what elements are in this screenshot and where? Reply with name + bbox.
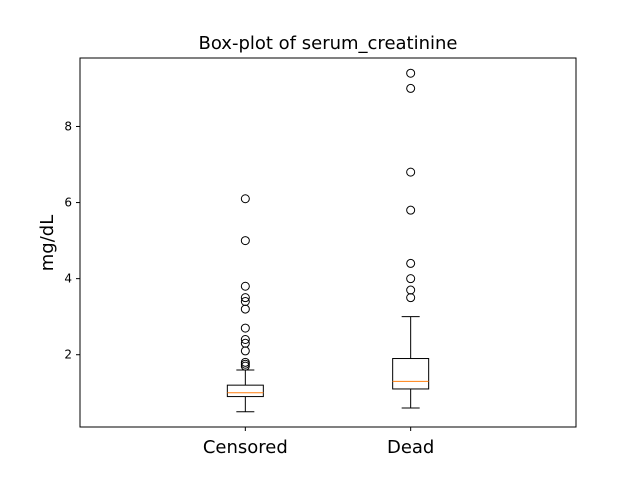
outlier-point — [406, 274, 416, 284]
outlier-point — [406, 285, 416, 295]
outlier-point — [240, 359, 250, 369]
y-tick-label: 8 — [64, 119, 72, 133]
outlier-point — [240, 236, 250, 246]
x-tick-label: Censored — [203, 437, 288, 458]
outlier-point — [240, 338, 250, 348]
outlier-point — [240, 281, 250, 291]
outlier-point — [406, 68, 416, 78]
outlier-point — [240, 335, 250, 345]
y-axis-label: mg/dL — [37, 215, 58, 271]
outlier-point — [240, 346, 250, 356]
box-iqr — [392, 358, 430, 390]
outlier-point — [240, 194, 250, 204]
y-tick-label: 6 — [64, 196, 72, 210]
outlier-point — [406, 205, 416, 215]
outlier-point — [240, 296, 250, 306]
outlier-point — [240, 323, 250, 333]
outlier-point — [240, 304, 250, 314]
chart-title: Box-plot of serum_creatinine — [199, 33, 458, 54]
y-tick-label: 2 — [64, 348, 72, 362]
outlier-point — [406, 83, 416, 93]
outlier-point — [240, 293, 250, 303]
outlier-point — [240, 357, 250, 367]
box-iqr — [226, 384, 264, 398]
x-tick-label: Dead — [387, 437, 434, 458]
plot-frame — [79, 57, 577, 428]
plot-area: 2 4 6 8 Censored Dead — [64, 57, 577, 458]
y-tick-label: 4 — [64, 272, 72, 286]
outlier-point — [406, 293, 416, 303]
outlier-point — [406, 258, 416, 268]
outlier-point — [406, 167, 416, 177]
